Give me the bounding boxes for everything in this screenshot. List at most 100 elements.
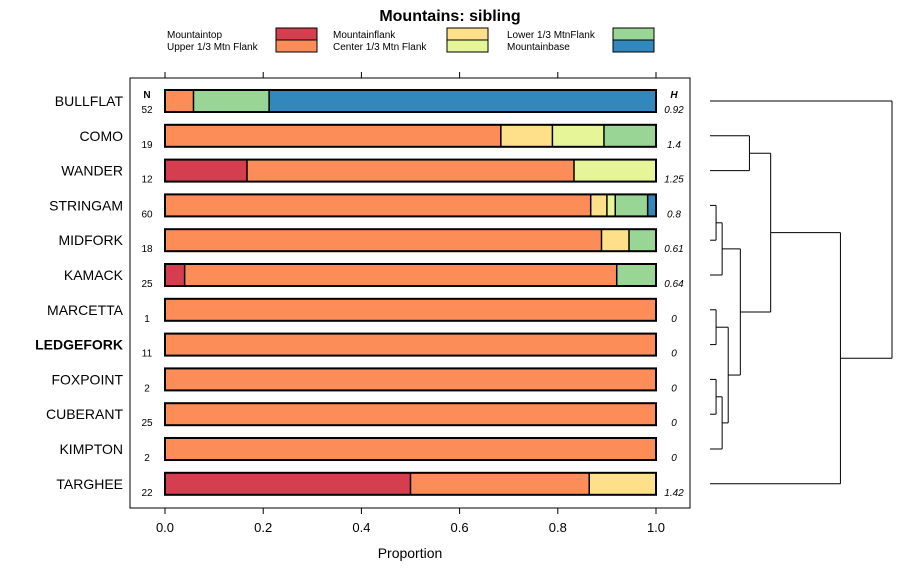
x-tick-label: 1.0 <box>647 520 665 535</box>
bar-outline <box>164 193 657 218</box>
row-label: MIDFORK <box>58 232 123 248</box>
h-value: 1.25 <box>664 175 684 186</box>
h-value: 0 <box>671 453 677 464</box>
bar-segment-upper-1-3-mtn-flank <box>165 368 656 391</box>
bar-segment-lower-1-3-mtnflank <box>193 90 270 112</box>
bar-outline <box>164 402 657 427</box>
bar-segment-upper-1-3-mtn-flank <box>165 333 656 356</box>
bar-segment-upper-1-3-mtn-flank <box>165 90 194 112</box>
h-value: 0 <box>671 383 677 394</box>
legend-swatch-lower-1-3-mtnflank <box>612 27 655 41</box>
row-targhee: TARGHEE 22 1.42 <box>56 471 684 499</box>
dendrogram <box>710 100 893 485</box>
bar-segment-upper-1-3-mtn-flank <box>246 159 575 182</box>
h-value: 0 <box>671 349 677 360</box>
n-value: 12 <box>141 175 153 186</box>
row-label: KAMACK <box>64 267 124 283</box>
bar-segment-upper-1-3-mtn-flank <box>165 298 656 321</box>
n-value: 2 <box>144 453 150 464</box>
row-kamack: KAMACK 25 0.64 <box>64 263 684 290</box>
bar-segment-center-1-3-mtn-flank <box>500 124 553 147</box>
h-value: 0.61 <box>664 244 683 255</box>
n-value: 11 <box>142 349 153 360</box>
n-value: 60 <box>141 209 153 220</box>
n-value: 1 <box>144 314 150 325</box>
plot-frame <box>129 77 691 509</box>
x-tick-label: 0.4 <box>352 520 370 535</box>
bar-segment-center-1-3-mtn-flank <box>589 472 656 495</box>
legend-label-mountainflank: Mountainflank <box>333 30 396 41</box>
bar-segment-lower-1-3-mtnflank <box>603 124 656 147</box>
bar-segment-mountainbase <box>647 194 656 217</box>
x-axis: 0.0 0.2 0.4 0.6 0.8 1.0 <box>156 72 665 535</box>
legend-swatch-mountainflank <box>446 27 489 41</box>
row-kimpton: KIMPTON 2 0 <box>59 437 677 464</box>
row-label: LEDGEFORK <box>35 337 123 353</box>
bar-segment-lower-1-3-mtnflank <box>628 229 656 252</box>
bar-outline <box>164 297 657 322</box>
n-value: 22 <box>141 488 153 499</box>
bar-segment-upper-1-3-mtn-flank <box>410 472 590 495</box>
h-value: 1.4 <box>667 140 681 151</box>
bar-segment-upper-1-3-mtn-flank <box>165 194 591 217</box>
bar-outline <box>164 437 657 461</box>
row-wander: WANDER 12 1.25 <box>61 158 684 186</box>
row-label: WANDER <box>61 163 123 179</box>
row-label: KIMPTON <box>59 441 123 457</box>
legend-label-mountaintop: Mountaintop <box>167 30 222 41</box>
x-tick-label: 0.8 <box>549 520 567 535</box>
bar-segment-mountaintop <box>165 472 411 495</box>
legend-swatch-mountaintop <box>275 27 318 41</box>
bar-outline <box>164 332 657 357</box>
bar-segment-lower-1-3-mtnflank <box>616 264 656 286</box>
h-value: 0.92 <box>664 105 684 116</box>
bar-outline <box>164 263 657 287</box>
row-midfork: MIDFORK 18 0.61 <box>58 228 684 255</box>
bar-outline <box>164 158 657 183</box>
bar-segment-mountaintop <box>165 264 185 286</box>
row-label: FOXPOINT <box>51 371 123 387</box>
legend-label-mountainbase: Mountainbase <box>507 42 570 53</box>
legend-swatch-mountainbase <box>612 39 655 53</box>
bar-outline <box>164 123 657 148</box>
bar-outline <box>164 228 657 253</box>
x-tick-label: 0.2 <box>254 520 272 535</box>
n-value: 2 <box>144 383 150 394</box>
n-value: 25 <box>141 418 153 429</box>
h-value: 0 <box>671 314 677 325</box>
legend-swatch-center-1-3-mtn-flank <box>446 39 489 53</box>
row-como: COMO 19 1.4 <box>79 123 681 151</box>
row-bullflat: BULLFLAT 52 0.92 <box>55 89 684 116</box>
row-foxpoint: FOXPOINT 2 0 <box>51 367 677 394</box>
n-value: 18 <box>141 244 153 255</box>
h-header: H <box>670 90 678 101</box>
bar-segment-mountainflank <box>574 159 656 182</box>
bar-segment-mountainflank <box>552 124 604 147</box>
x-axis-title: Proportion <box>378 545 443 561</box>
h-value: 0.8 <box>667 209 681 220</box>
legend-swatch-upper-1-3-mtn-flank <box>275 39 318 53</box>
bar-segment-upper-1-3-mtn-flank <box>165 438 656 460</box>
n-header: N <box>143 90 150 101</box>
row-label: MARCETTA <box>47 302 124 318</box>
h-value: 1.42 <box>664 488 684 499</box>
bar-segment-mountaintop <box>165 159 247 182</box>
x-tick-label: 0.6 <box>451 520 469 535</box>
bar-segment-upper-1-3-mtn-flank <box>165 229 602 252</box>
bar-segment-mountainflank <box>606 194 616 217</box>
row-ledgefork: LEDGEFORK 11 0 <box>35 332 677 360</box>
row-stringam: STRINGAM 60 0.8 <box>49 193 681 220</box>
bar-outline <box>164 471 657 496</box>
row-label: COMO <box>79 128 123 144</box>
row-label: CUBERANT <box>46 406 123 422</box>
bar-outline <box>164 89 657 113</box>
row-cuberant: CUBERANT 25 0 <box>46 402 677 429</box>
n-value: 25 <box>141 279 153 290</box>
h-value: 0.64 <box>664 279 684 290</box>
bar-segment-upper-1-3-mtn-flank <box>165 403 656 426</box>
legend-label-center-1-3-mtn-flank: Center 1/3 Mtn Flank <box>333 42 427 53</box>
n-value: 52 <box>141 105 153 116</box>
